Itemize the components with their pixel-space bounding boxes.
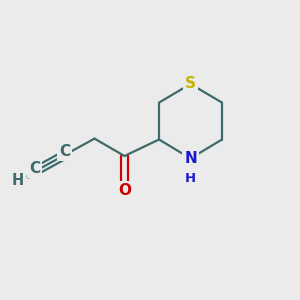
Text: O: O: [118, 183, 131, 198]
Text: S: S: [185, 76, 196, 92]
Text: H: H: [185, 172, 196, 185]
Text: C: C: [59, 144, 70, 159]
Text: N: N: [184, 151, 197, 166]
Text: C: C: [29, 161, 40, 176]
Text: H: H: [12, 173, 24, 188]
